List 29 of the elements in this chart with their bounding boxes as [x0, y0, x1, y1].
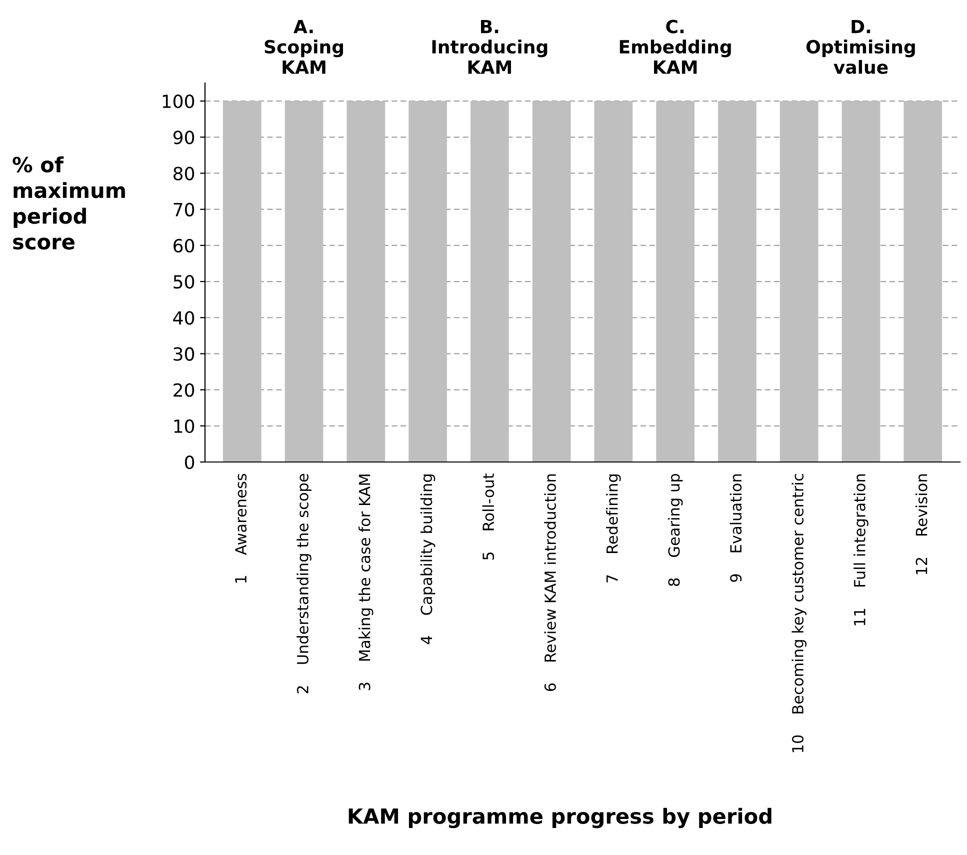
y-tick-label: 0 — [184, 455, 194, 470]
x-tick-label: 2 Understanding the scope — [296, 474, 312, 694]
y-tick-label: 60 — [174, 238, 194, 253]
y-tick-label: 10 — [174, 419, 194, 434]
x-tick-label: 5 Roll-out — [482, 473, 494, 560]
y-tick-label: 90 — [173, 130, 194, 144]
x-tick-label: 7 Redefining — [606, 474, 621, 582]
x-tick-label: 4 Capability building — [420, 474, 436, 644]
x-tick-label: 6 Review KAM introduction — [544, 474, 556, 692]
y-tick-label: 80 — [174, 166, 194, 180]
x-tick-label: 1 Awareness — [235, 474, 247, 583]
x-tick-label: 10 Becoming key customer centric — [792, 474, 806, 752]
text: C. Embedding KAM — [620, 20, 731, 74]
x-tick-label: 8 Gearing up — [668, 474, 683, 586]
y-tick-label: 100 — [162, 94, 194, 108]
x-tick-label: 9 Evaluation — [730, 474, 742, 582]
y-tick-label: 50 — [174, 274, 194, 289]
y-tick-label: 70 — [174, 202, 194, 216]
x-tick-label: 12 Revision — [915, 474, 928, 574]
text: A. Scoping KAM — [264, 20, 344, 74]
y-tick-label: 30 — [174, 347, 194, 361]
x-tick-label: 11 Full integration — [854, 474, 868, 626]
text: B. Introducing KAM — [432, 20, 548, 74]
x-tick-label: 3 Making the case for KAM — [358, 474, 374, 690]
y-axis-title: % of maximum period score — [12, 156, 125, 250]
text: D. Optimising value — [806, 20, 915, 74]
x-axis-title: KAM programme progress by period — [348, 808, 772, 828]
y-tick-label: 20 — [174, 383, 194, 397]
y-tick-label: 40 — [173, 311, 194, 325]
